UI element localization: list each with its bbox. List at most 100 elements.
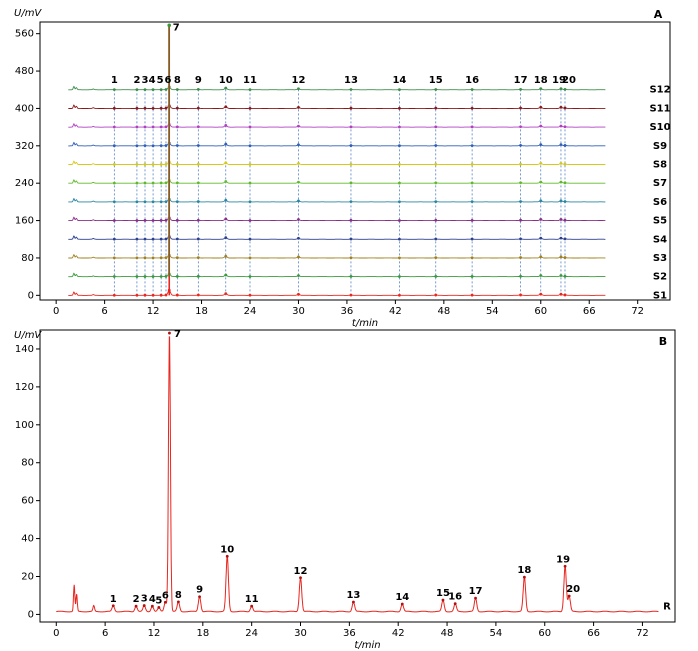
peak-marker (135, 106, 139, 110)
peak-marker (349, 200, 353, 204)
peak-marker (159, 200, 163, 204)
peak-marker (175, 293, 179, 297)
peak-marker (143, 275, 147, 278)
peak-marker (135, 237, 139, 241)
peak-marker (224, 180, 228, 183)
peak-label-17: 17 (469, 586, 483, 597)
peak-marker (135, 144, 139, 148)
peak-marker (196, 144, 200, 147)
peak-label-16: 16 (465, 75, 479, 86)
peak-marker (175, 218, 179, 222)
peak-marker (135, 125, 139, 129)
peak-marker (539, 143, 543, 147)
peak-marker (559, 105, 563, 109)
y-tick-label: 80 (21, 253, 34, 264)
peak-marker (248, 88, 252, 92)
peak-label-12: 12 (294, 566, 308, 577)
series-label-s5: S5 (653, 216, 667, 227)
trace-r (56, 336, 659, 613)
peak-label-17: 17 (514, 75, 528, 86)
x-axis-label: t/min (354, 640, 380, 651)
peak-marker (196, 162, 200, 166)
x-tick-label: 24 (245, 628, 258, 639)
peak-marker (349, 125, 353, 129)
peak-marker (159, 293, 163, 297)
peak-marker (143, 125, 147, 129)
peak-marker (434, 200, 438, 204)
peak-label-19: 19 (552, 75, 566, 86)
peak-marker (164, 293, 168, 297)
trace-s12 (68, 85, 606, 91)
peak-marker (143, 181, 147, 185)
peak-marker (248, 106, 252, 110)
x-tick-label: 48 (437, 306, 450, 317)
peak-label-4: 4 (149, 75, 156, 86)
y-tick-label: 140 (15, 344, 34, 355)
peak-label-19: 19 (556, 554, 570, 565)
peak-marker (470, 88, 474, 91)
peak-marker (559, 218, 563, 221)
peak-marker (559, 180, 563, 184)
peak-marker (224, 86, 228, 90)
peak-marker (470, 162, 474, 166)
peak-marker (434, 162, 438, 166)
peak-marker (563, 162, 567, 166)
peak-marker (559, 274, 563, 277)
peak-marker (176, 600, 180, 604)
series-label-s12: S12 (649, 85, 670, 96)
peak-marker (519, 293, 522, 297)
peak-marker (400, 602, 404, 606)
peak-marker (175, 256, 179, 260)
x-tick-label: 60 (534, 306, 547, 317)
x-tick-label: 18 (196, 628, 209, 639)
peak-label-5: 5 (155, 595, 162, 606)
peak-marker (112, 256, 116, 260)
peak-marker (163, 600, 167, 604)
panel-label: A (654, 8, 663, 21)
peak-marker (151, 275, 155, 278)
peak-marker (522, 575, 526, 579)
peak-marker (151, 200, 155, 204)
peak-marker (563, 293, 567, 297)
peak-marker (164, 88, 168, 91)
peak-marker (164, 200, 168, 204)
peak-marker (539, 218, 543, 221)
panel-b-chart: 0 6 12 18 24 30 36 42 48 54 60 66 720204060801001201… (14, 329, 676, 651)
peak-marker (434, 125, 438, 129)
peak-marker (563, 181, 567, 185)
peak-marker (398, 275, 401, 278)
peak-marker (470, 237, 474, 241)
peak-marker (224, 236, 228, 239)
peak-marker (349, 106, 353, 110)
peak-marker (112, 125, 116, 129)
peak-marker (224, 217, 228, 221)
peak-marker (470, 144, 474, 148)
peak-marker (349, 237, 353, 241)
peak-marker (225, 554, 229, 558)
y-tick-label: 0 (28, 290, 34, 301)
peak-marker (175, 200, 179, 204)
peak-label-10: 10 (220, 544, 234, 555)
peak-label-7: 7 (174, 329, 181, 340)
peak-marker (143, 200, 147, 204)
panel-a-chart: 0 6 12 18 24 30 36 42 48 54 60 66 720801602403204004… (14, 8, 671, 329)
peak-marker (164, 106, 168, 110)
peak-label-18: 18 (534, 75, 548, 86)
peak-marker (297, 87, 300, 91)
peak-marker (134, 604, 138, 608)
trace-s4 (68, 235, 606, 240)
peak-marker (196, 218, 200, 222)
peak-marker (196, 181, 200, 185)
peak-marker (151, 219, 155, 222)
peak-marker (135, 219, 139, 222)
peak-label-13: 13 (344, 75, 358, 86)
peak-marker (224, 254, 228, 258)
peak-marker (196, 256, 200, 260)
peak-marker (175, 106, 179, 110)
peak-marker (112, 275, 116, 278)
peak-label-4: 4 (149, 594, 156, 605)
peak-marker (297, 255, 300, 259)
peak-marker (539, 161, 543, 165)
peak-label-15: 15 (436, 588, 450, 599)
peak-marker (159, 219, 163, 222)
